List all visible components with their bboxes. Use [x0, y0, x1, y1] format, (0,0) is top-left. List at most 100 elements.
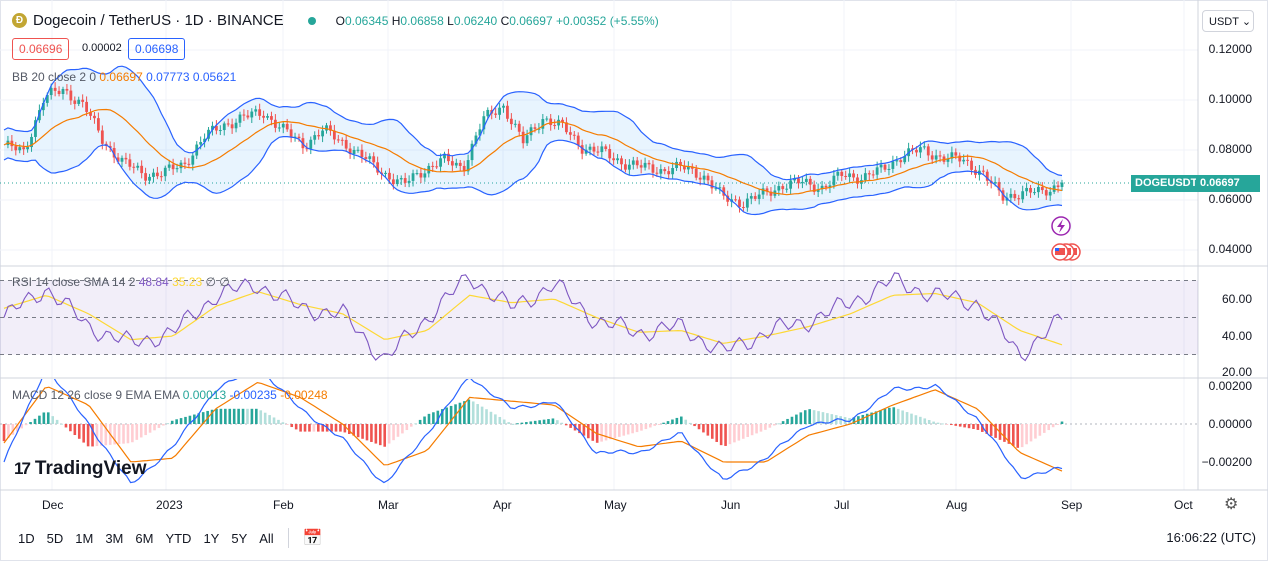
macd-histogram-bar — [42, 412, 46, 424]
candle-body — [297, 136, 301, 139]
macd-histogram-bar — [232, 408, 236, 424]
range-1d[interactable]: 1D — [18, 530, 35, 546]
macd-histogram-bar — [542, 419, 546, 424]
macd-histogram-bar — [688, 422, 692, 424]
candle-body — [211, 125, 214, 130]
utc-clock[interactable]: 16:06:22 (UTC) — [1166, 530, 1256, 545]
macd-histogram-bar — [1060, 421, 1064, 424]
candle-body — [22, 147, 26, 150]
range-1m[interactable]: 1M — [75, 530, 94, 546]
macd-histogram-bar — [237, 408, 240, 424]
price-tick: 0.04000 — [1208, 242, 1252, 256]
candle-body — [1013, 193, 1017, 199]
macd-histogram-bar — [471, 401, 475, 424]
candle-body — [883, 164, 887, 170]
symbol-title[interactable]: Dogecoin / TetherUS · 1D · BINANCE — [33, 12, 284, 29]
macd-histogram-bar — [7, 424, 10, 438]
candle-body — [57, 90, 61, 94]
range-ytd[interactable]: YTD — [165, 530, 192, 546]
candle-body — [753, 196, 757, 199]
candle-body — [478, 129, 482, 136]
macd-histogram-bar — [684, 419, 688, 424]
macd-histogram-bar — [46, 412, 50, 424]
event-markers[interactable] — [1051, 216, 1081, 261]
macd-histogram-bar — [981, 424, 984, 432]
macd-histogram-bar — [724, 424, 727, 446]
candle-body — [250, 111, 254, 118]
candle-body — [745, 198, 749, 208]
buy-price-button[interactable]: 0.06698 — [128, 38, 186, 60]
candle-body — [671, 168, 675, 175]
time-tick: Sep — [1061, 498, 1083, 512]
candle-body — [690, 166, 694, 169]
candle-body — [407, 180, 411, 183]
range-6m[interactable]: 6M — [135, 530, 154, 546]
candle-body — [498, 107, 501, 115]
candle-body — [313, 135, 317, 140]
candle-body — [698, 177, 702, 180]
candle-body — [34, 120, 37, 137]
candle-body — [415, 173, 419, 175]
candle-body — [804, 178, 808, 182]
candle-body — [553, 125, 557, 127]
candle-body — [1029, 187, 1032, 193]
candle-body — [616, 158, 619, 161]
candle-body — [946, 158, 950, 162]
macd-histogram-bar — [272, 417, 276, 424]
macd-histogram-bar — [95, 424, 99, 447]
candle-body — [207, 129, 210, 139]
macd-histogram-bar — [339, 424, 342, 432]
macd-histogram-bar — [950, 424, 953, 426]
range-5y[interactable]: 5Y — [231, 530, 248, 546]
time-tick: Oct — [1174, 498, 1193, 512]
range-all[interactable]: All — [259, 530, 274, 546]
macd-histogram-bar — [657, 424, 661, 425]
bb-basis-line — [3, 108, 1063, 196]
dogecoin-icon: Ð — [12, 13, 27, 28]
macd-histogram-bar — [347, 424, 351, 435]
candle-body — [981, 170, 985, 172]
macd-tick: 0.00000 — [1208, 417, 1252, 431]
macd-tick: −0.00200 — [1201, 455, 1252, 469]
rsi-legend[interactable]: RSI 14 close SMA 14 2 48.84 35.23 ∅ ∅ — [12, 275, 230, 289]
macd-histogram-bar — [693, 424, 696, 427]
macd-histogram-bar — [383, 424, 387, 447]
candle-body — [769, 191, 773, 196]
range-3m[interactable]: 3M — [105, 530, 124, 546]
candle-body — [199, 142, 203, 145]
range-1y[interactable]: 1Y — [203, 530, 220, 546]
goto-date-calendar-icon[interactable]: 📅 — [302, 530, 323, 547]
sell-price-button[interactable]: 0.06696 — [12, 38, 70, 60]
bb-legend[interactable]: BB 20 close 2 0 0.06697 0.07773 0.05621 — [12, 70, 237, 84]
macd-histogram-bar — [759, 424, 763, 432]
macd-histogram-bar — [874, 411, 878, 424]
candle-body — [53, 87, 57, 91]
macd-histogram-bar — [790, 416, 794, 424]
macd-histogram-bar — [786, 418, 789, 424]
chevron-down-icon: ⌄ — [1241, 16, 1252, 28]
macd-histogram-bar — [135, 424, 139, 440]
macd-histogram-bar — [166, 423, 170, 425]
macd-legend[interactable]: MACD 12 26 close 9 EMA EMA 0.00013 -0.00… — [12, 388, 328, 402]
settings-gear-icon[interactable]: ⚙ — [1224, 496, 1239, 513]
candle-body — [749, 196, 753, 199]
rsi-sma-line — [3, 291, 1063, 346]
candle-body — [694, 168, 698, 178]
macd-histogram-bar — [458, 402, 462, 424]
macd-histogram-bar — [281, 422, 285, 424]
candle-body — [45, 95, 49, 103]
candle-body — [612, 158, 616, 161]
candle-body — [317, 135, 321, 137]
candle-body — [565, 122, 568, 133]
macd-histogram-bar — [600, 424, 603, 442]
macd-histogram-bar — [440, 409, 444, 424]
currency-selector[interactable]: USDT ⌄ — [1202, 10, 1254, 32]
range-5d[interactable]: 5D — [46, 530, 64, 546]
macd-histogram-bar — [277, 419, 280, 424]
candle-body — [899, 160, 903, 163]
tradingview-logo[interactable]: 17 TradingView — [14, 458, 147, 479]
macd-histogram-bar — [91, 424, 94, 447]
candle-body — [934, 155, 938, 160]
macd-histogram-bar — [945, 424, 949, 425]
